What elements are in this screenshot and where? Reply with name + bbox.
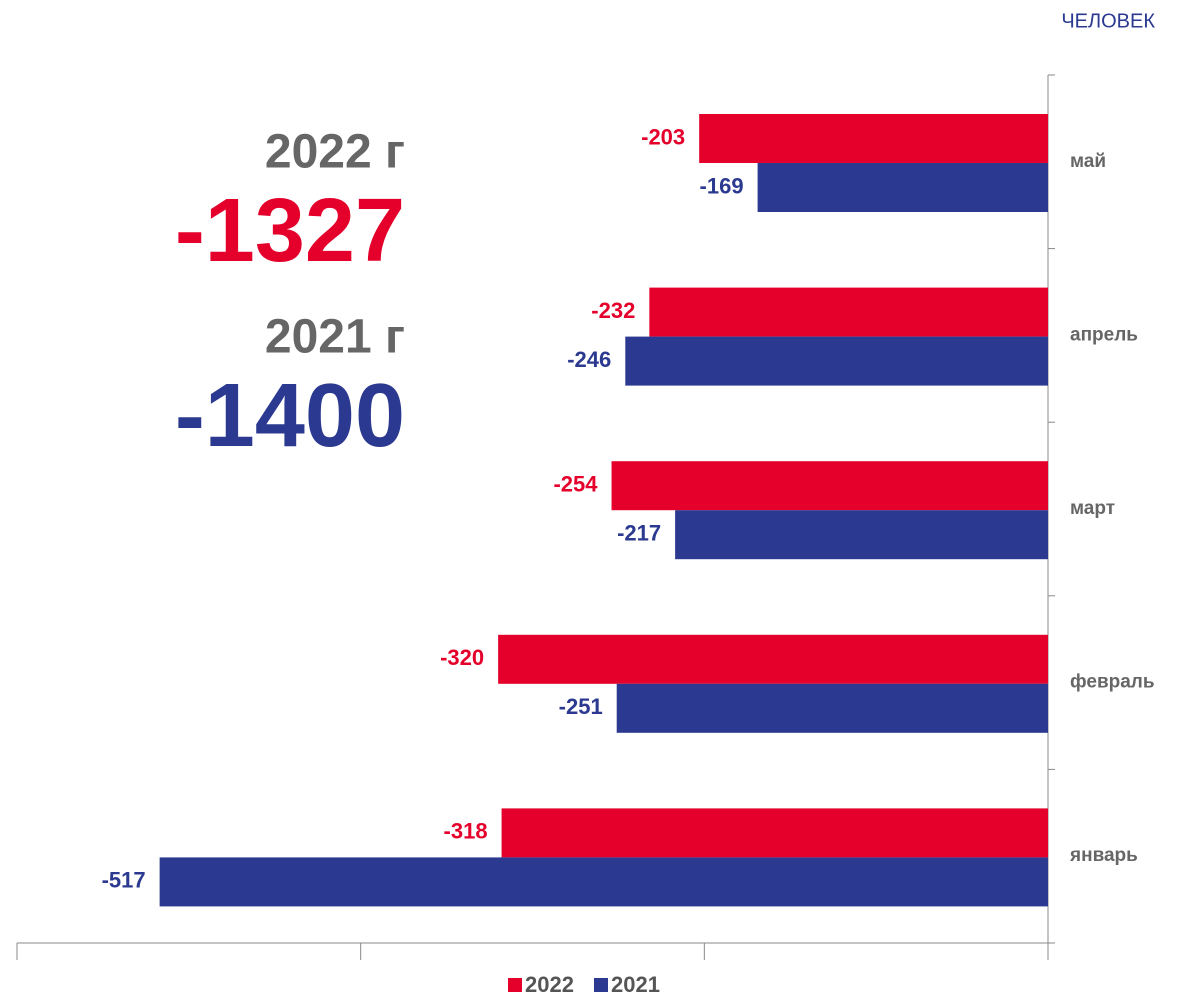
bar xyxy=(611,461,1048,511)
bar xyxy=(699,114,1048,163)
value-label: -169 xyxy=(700,173,744,198)
bar xyxy=(159,857,1048,907)
unit-label: ЧЕЛОВЕК xyxy=(1061,10,1155,32)
bar xyxy=(757,163,1048,212)
total-value: -1400 xyxy=(175,366,405,466)
value-label: -232 xyxy=(591,298,635,323)
value-label: -246 xyxy=(567,347,611,372)
bar xyxy=(498,634,1049,684)
value-label: -320 xyxy=(440,645,484,670)
category-label: май xyxy=(1070,151,1106,172)
total-value: -1327 xyxy=(175,181,405,281)
value-label: -517 xyxy=(102,868,146,893)
category-label: март xyxy=(1070,498,1115,519)
total-year: 2022 г xyxy=(265,126,405,179)
value-label: -217 xyxy=(617,521,661,546)
bar xyxy=(625,336,1048,386)
legend-swatch xyxy=(508,978,522,992)
category-label: январь xyxy=(1069,845,1138,866)
total-year: 2021 г xyxy=(265,311,405,364)
bar xyxy=(616,683,1048,733)
legend-swatch xyxy=(594,978,608,992)
value-label: -203 xyxy=(641,124,685,149)
bar xyxy=(675,510,1048,560)
category-label: апрель xyxy=(1070,324,1138,345)
value-label: -251 xyxy=(559,694,603,719)
category-label: февраль xyxy=(1070,672,1155,693)
legend-label: 2021 xyxy=(611,972,660,997)
value-label: -318 xyxy=(444,819,488,844)
value-label: -254 xyxy=(553,472,598,497)
legend-label: 2022 xyxy=(525,972,574,997)
bar xyxy=(649,287,1048,337)
bar xyxy=(501,808,1048,858)
